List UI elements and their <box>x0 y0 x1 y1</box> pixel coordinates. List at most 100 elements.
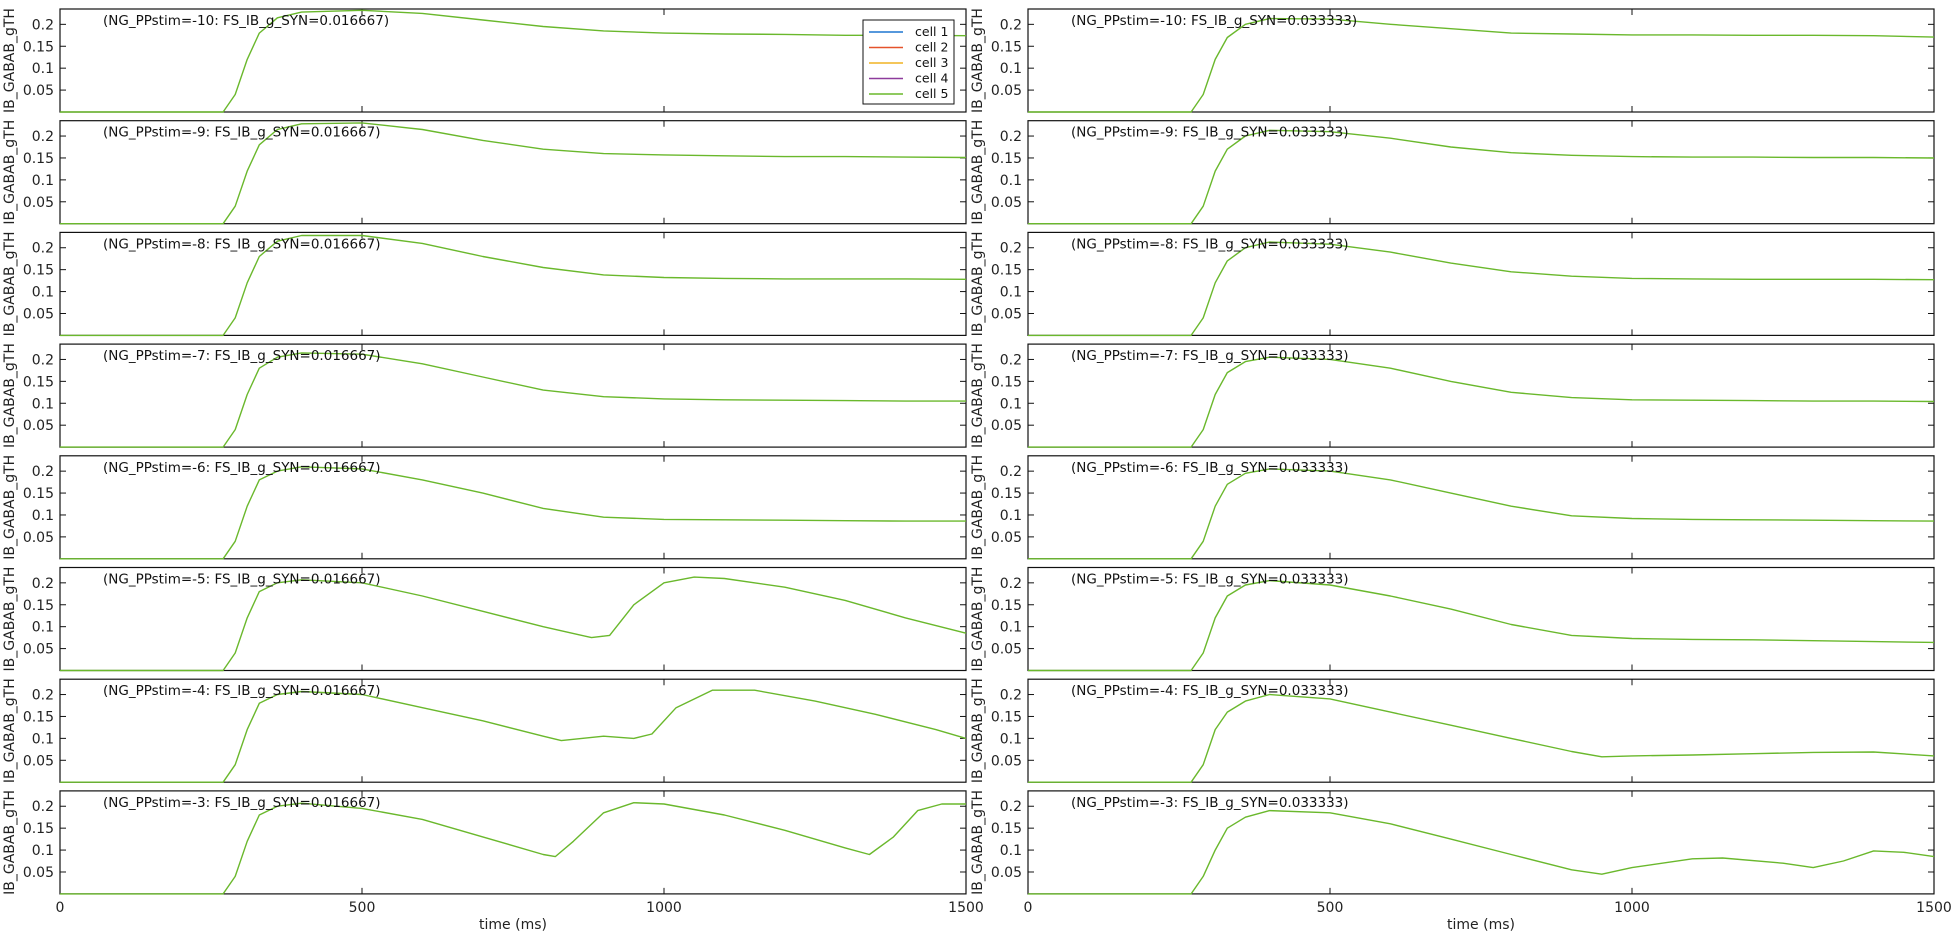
y-tick-label: 0.2 <box>1000 352 1022 368</box>
panel-title: (NG_PPstim=-4: FS_IB_g_SYN=0.033333) <box>1071 683 1349 699</box>
y-tick-label: 0.05 <box>23 195 54 211</box>
y-axis-label: IB_GABAB_gTH <box>970 231 986 336</box>
panel-title: (NG_PPstim=-3: FS_IB_g_SYN=0.016667) <box>103 795 381 811</box>
y-tick-label: 0.1 <box>1000 508 1022 524</box>
panel-title: (NG_PPstim=-5: FS_IB_g_SYN=0.016667) <box>103 572 381 588</box>
y-axis-label: IB_GABAB_gTH <box>2 455 18 560</box>
y-axis-label: IB_GABAB_gTH <box>2 790 18 895</box>
y-tick-label: 0.1 <box>1000 843 1022 859</box>
panel-frame <box>59 455 967 560</box>
y-tick-label: 0.15 <box>991 598 1022 614</box>
y-tick-label: 0.2 <box>32 688 54 704</box>
legend-entry-label: cell 2 <box>915 40 948 55</box>
y-tick-label: 0.2 <box>32 352 54 368</box>
y-tick-label: 0.2 <box>1000 799 1022 815</box>
y-tick-label: 0.2 <box>1000 241 1022 257</box>
y-tick-label: 0.05 <box>23 753 54 769</box>
y-axis-label: IB_GABAB_gTH <box>970 790 986 895</box>
panel-frame <box>1027 231 1935 336</box>
panel-2: 0.05 0.1 0.15 0.2 IB_GABAB_gTH (NG_PPstim=-10… <box>970 8 1935 113</box>
panel-7: 0.05 0.1 0.15 0.2 IB_GABAB_gTH (NG_PPstim=-7:… <box>2 343 967 448</box>
panel-title: (NG_PPstim=-5: FS_IB_g_SYN=0.033333) <box>1071 572 1349 588</box>
y-tick-label: 0.05 <box>991 642 1022 658</box>
y-tick-label: 0.05 <box>991 530 1022 546</box>
y-tick-label: 0.15 <box>991 39 1022 55</box>
y-tick-label: 0.15 <box>991 486 1022 502</box>
x-tick-label: 1500 <box>1916 900 1952 916</box>
panel-13: 0.05 0.1 0.15 0.2 IB_GABAB_gTH (NG_PPstim=-4:… <box>2 678 967 783</box>
y-tick-label: 0.15 <box>23 151 54 167</box>
series-line-cell-5 <box>60 576 967 672</box>
panel-10: 0.05 0.1 0.15 0.2 IB_GABAB_gTH (NG_PPstim=-6:… <box>970 455 1935 560</box>
y-tick-label: 0.15 <box>991 709 1022 725</box>
y-tick-label: 0.2 <box>32 799 54 815</box>
y-tick-label: 0.2 <box>1000 129 1022 145</box>
y-tick-label: 0.2 <box>1000 17 1022 33</box>
y-tick-label: 0.15 <box>991 374 1022 390</box>
y-tick-label: 0.1 <box>32 620 54 636</box>
panel-frame <box>1027 790 1935 895</box>
y-tick-label: 0.15 <box>23 374 54 390</box>
y-tick-label: 0.2 <box>1000 464 1022 480</box>
panel-8: 0.05 0.1 0.15 0.2 IB_GABAB_gTH (NG_PPstim=-7:… <box>970 343 1935 448</box>
series-line-cell-5 <box>1028 241 1935 337</box>
panel-frame <box>1027 343 1935 448</box>
panel-frame <box>59 678 967 783</box>
y-tick-label: 0.2 <box>1000 688 1022 704</box>
y-axis-label: IB_GABAB_gTH <box>970 678 986 783</box>
y-axis-label: IB_GABAB_gTH <box>970 455 986 560</box>
y-tick-label: 0.2 <box>32 464 54 480</box>
y-tick-label: 0.15 <box>23 821 54 837</box>
y-tick-label: 0.1 <box>1000 396 1022 412</box>
legend-entry-label: cell 4 <box>915 71 948 86</box>
panel-frame <box>59 343 967 448</box>
panel-title: (NG_PPstim=-10: FS_IB_g_SYN=0.016667) <box>103 13 389 29</box>
y-axis-label: IB_GABAB_gTH <box>970 343 986 448</box>
y-axis-label: IB_GABAB_gTH <box>2 567 18 672</box>
y-tick-label: 0.15 <box>23 709 54 725</box>
y-axis-label: IB_GABAB_gTH <box>2 120 18 225</box>
panel-title: (NG_PPstim=-9: FS_IB_g_SYN=0.033333) <box>1071 125 1349 141</box>
series-line-cell-5 <box>60 122 967 225</box>
series-line-cell-5 <box>1028 129 1935 225</box>
panel-12: 0.05 0.1 0.15 0.2 IB_GABAB_gTH (NG_PPstim=-5:… <box>970 566 1935 672</box>
panel-16: 0.05 0.1 0.15 0.2 IB_GABAB_gTH (NG_PPstim=-3:… <box>970 790 1952 933</box>
panel-frame <box>59 120 967 225</box>
y-tick-label: 0.1 <box>32 396 54 412</box>
panel-frame <box>59 790 967 895</box>
legend-entry-label: cell 1 <box>915 24 948 39</box>
x-axis-label: time (ms) <box>1447 917 1515 933</box>
series-line-cell-5 <box>60 802 966 895</box>
y-tick-label: 0.15 <box>23 486 54 502</box>
series-line-cell-5 <box>1028 693 1935 783</box>
panel-14: 0.05 0.1 0.15 0.2 IB_GABAB_gTH (NG_PPstim=-4:… <box>970 678 1935 783</box>
y-tick-label: 0.05 <box>23 865 54 881</box>
x-tick-label: 1000 <box>1614 900 1650 916</box>
panel-title: (NG_PPstim=-8: FS_IB_g_SYN=0.016667) <box>103 236 381 252</box>
y-tick-label: 0.05 <box>991 753 1022 769</box>
y-tick-label: 0.05 <box>23 530 54 546</box>
panel-title: (NG_PPstim=-6: FS_IB_g_SYN=0.016667) <box>103 460 381 476</box>
y-tick-label: 0.15 <box>23 598 54 614</box>
y-tick-label: 0.1 <box>32 508 54 524</box>
series-line-cell-5 <box>60 234 967 337</box>
panel-6: 0.05 0.1 0.15 0.2 IB_GABAB_gTH (NG_PPstim=-8:… <box>970 231 1935 337</box>
y-tick-label: 0.1 <box>1000 620 1022 636</box>
y-tick-label: 0.2 <box>32 129 54 145</box>
panel-15: 0.05 0.1 0.15 0.2 IB_GABAB_gTH (NG_PPstim=-3:… <box>2 790 984 933</box>
x-tick-label: 0 <box>1024 900 1033 916</box>
y-axis-label: IB_GABAB_gTH <box>2 8 18 113</box>
panel-5: 0.05 0.1 0.15 0.2 IB_GABAB_gTH (NG_PPstim=-8:… <box>2 231 967 337</box>
y-tick-label: 0.2 <box>32 241 54 257</box>
panel-title: (NG_PPstim=-4: FS_IB_g_SYN=0.016667) <box>103 683 381 699</box>
panel-1: 0.05 0.1 0.15 0.2 IB_GABAB_gTH (NG_PPstim=-10… <box>2 8 967 113</box>
legend-box <box>862 19 955 105</box>
y-tick-label: 0.1 <box>1000 285 1022 301</box>
y-axis-label: IB_GABAB_gTH <box>2 678 18 783</box>
series-line-cell-5 <box>60 466 966 560</box>
x-tick-label: 500 <box>349 900 376 916</box>
y-tick-label: 0.1 <box>1000 61 1022 77</box>
panel-frame <box>1027 566 1935 672</box>
y-axis-label: IB_GABAB_gTH <box>970 8 986 113</box>
